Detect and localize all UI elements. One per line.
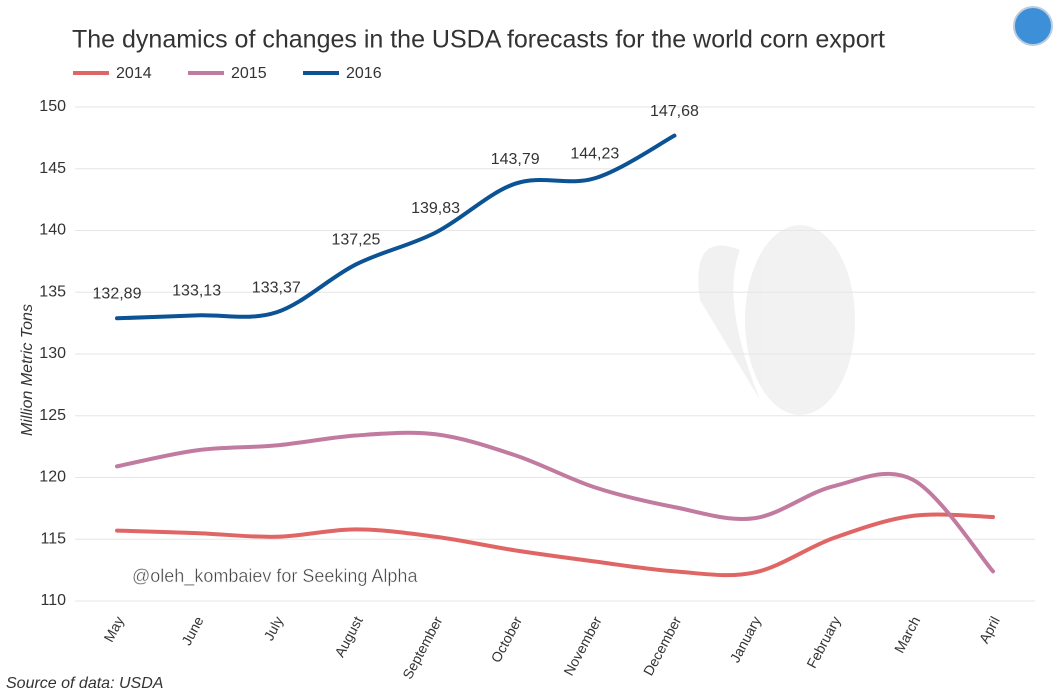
data-label: 144,23	[570, 145, 619, 162]
y-tick-label: 110	[40, 592, 66, 609]
y-tick-label: 140	[39, 222, 66, 239]
y-tick-label: 120	[39, 469, 66, 486]
legend-label: 2016	[346, 65, 382, 82]
data-label: 143,79	[491, 151, 540, 168]
data-label: 139,83	[411, 200, 460, 217]
y-tick-label: 150	[39, 98, 66, 115]
source-note: Source of data: USDA	[6, 675, 163, 692]
data-label: 147,68	[650, 103, 699, 120]
y-tick-label: 125	[39, 407, 66, 424]
y-tick-label: 145	[39, 160, 66, 177]
watermark: @oleh_kombaiev for Seeking Alpha	[132, 566, 418, 587]
globe-icon	[1013, 6, 1053, 46]
series-line	[115, 430, 995, 574]
y-axis-label: Million Metric Tons	[19, 304, 36, 436]
legend-label: 2015	[231, 65, 267, 82]
data-label: 132,89	[93, 286, 142, 303]
series-line	[115, 133, 677, 321]
chart-title: The dynamics of changes in the USDA fore…	[72, 26, 885, 54]
y-tick-label: 135	[39, 283, 66, 300]
y-tick-label: 130	[39, 345, 66, 362]
legend-label: 2014	[116, 65, 152, 82]
corn-watermark	[698, 225, 855, 415]
series-line	[115, 512, 995, 578]
y-tick-label: 115	[40, 530, 66, 547]
data-label: 137,25	[331, 232, 380, 249]
data-label: 133,13	[172, 283, 221, 300]
data-label: 133,37	[252, 280, 301, 297]
